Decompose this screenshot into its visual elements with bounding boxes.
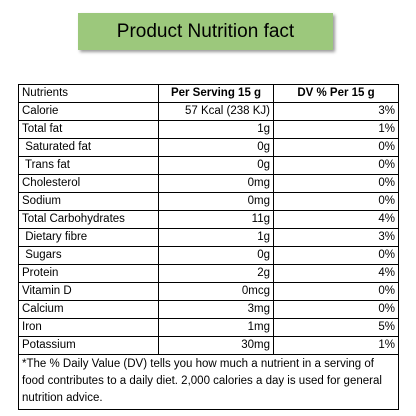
nutrition-table: Nutrients Per Serving 15 g DV % Per 15 g Ca… xyxy=(18,84,399,410)
table-cell: 0mg xyxy=(158,174,274,193)
table-cell: 1g xyxy=(158,228,274,247)
table-row: Dietary fibre 1g 3% xyxy=(18,228,399,247)
table-cell: Protein xyxy=(18,264,159,283)
table-cell: 0% xyxy=(273,300,399,319)
footnote: *The % Daily Value (DV) tells you how mu… xyxy=(18,354,399,410)
table-cell: Vitamin D xyxy=(18,282,159,301)
header-row: Nutrients Per Serving 15 g DV % Per 15 g xyxy=(18,84,399,103)
table-row: Potassium 30mg 1% xyxy=(18,336,399,355)
table-cell: 1mg xyxy=(158,318,274,337)
table-cell: 0% xyxy=(273,138,399,157)
table-row: Vitamin D 0mcg 0% xyxy=(18,282,399,301)
table-row: Sugars 0g 0% xyxy=(18,246,399,265)
column-header: Per Serving 15 g xyxy=(158,84,274,103)
table-cell: Saturated fat xyxy=(18,138,159,157)
table-cell: Sugars xyxy=(18,246,159,265)
table-row: Saturated fat 0g 0% xyxy=(18,138,399,157)
table-cell: 0% xyxy=(273,246,399,265)
table-cell: 1g xyxy=(158,120,274,139)
table-cell: 3% xyxy=(273,102,399,121)
table-cell: 0% xyxy=(273,156,399,175)
table-cell: 0g xyxy=(158,156,274,175)
table-cell: 0g xyxy=(158,138,274,157)
title: Product Nutrition fact xyxy=(78,13,333,50)
table-cell: 4% xyxy=(273,210,399,229)
table-row: Protein 2g 4% xyxy=(18,264,399,283)
table-cell: 1% xyxy=(273,336,399,355)
table-cell: 0mcg xyxy=(158,282,274,301)
table-row: Total Carbohydrates 11g 4% xyxy=(18,210,399,229)
table-cell: 4% xyxy=(273,264,399,283)
footnote-row: *The % Daily Value (DV) tells you how mu… xyxy=(18,354,399,410)
table-cell: 0mg xyxy=(158,192,274,211)
table-cell: Calcium xyxy=(18,300,159,319)
column-header: DV % Per 15 g xyxy=(273,84,399,103)
table-cell: Dietary fibre xyxy=(18,228,159,247)
table-row: Total fat 1g 1% xyxy=(18,120,399,139)
table-cell: 0g xyxy=(158,246,274,265)
table-cell: 5% xyxy=(273,318,399,337)
table-cell: 11g xyxy=(158,210,274,229)
table-cell: Calorie xyxy=(18,102,159,121)
table-cell: 0% xyxy=(273,174,399,193)
table-cell: Total fat xyxy=(18,120,159,139)
table-row: Calorie 57 Kcal (238 KJ) 3% xyxy=(18,102,399,121)
column-header: Nutrients xyxy=(18,84,159,103)
table-row: Cholesterol 0mg 0% xyxy=(18,174,399,193)
table-body: Nutrients Per Serving 15 g DV % Per 15 g Ca… xyxy=(18,84,399,410)
table-cell: Potassium xyxy=(18,336,159,355)
table-cell: 30mg xyxy=(158,336,274,355)
table-cell: 2g xyxy=(158,264,274,283)
table-cell: 57 Kcal (238 KJ) xyxy=(158,102,274,121)
table-cell: Iron xyxy=(18,318,159,337)
table-cell: Sodium xyxy=(18,192,159,211)
table-cell: 3mg xyxy=(158,300,274,319)
table-cell: 1% xyxy=(273,120,399,139)
table-cell: 0% xyxy=(273,192,399,211)
table-cell: 3% xyxy=(273,228,399,247)
table-row: Sodium 0mg 0% xyxy=(18,192,399,211)
table-cell: Total Carbohydrates xyxy=(18,210,159,229)
table-cell: Trans fat xyxy=(18,156,159,175)
table-row: Calcium 3mg 0% xyxy=(18,300,399,319)
table-cell: Cholesterol xyxy=(18,174,159,193)
table-cell: 0% xyxy=(273,282,399,301)
table-row: Iron 1mg 5% xyxy=(18,318,399,337)
table-row: Trans fat 0g 0% xyxy=(18,156,399,175)
